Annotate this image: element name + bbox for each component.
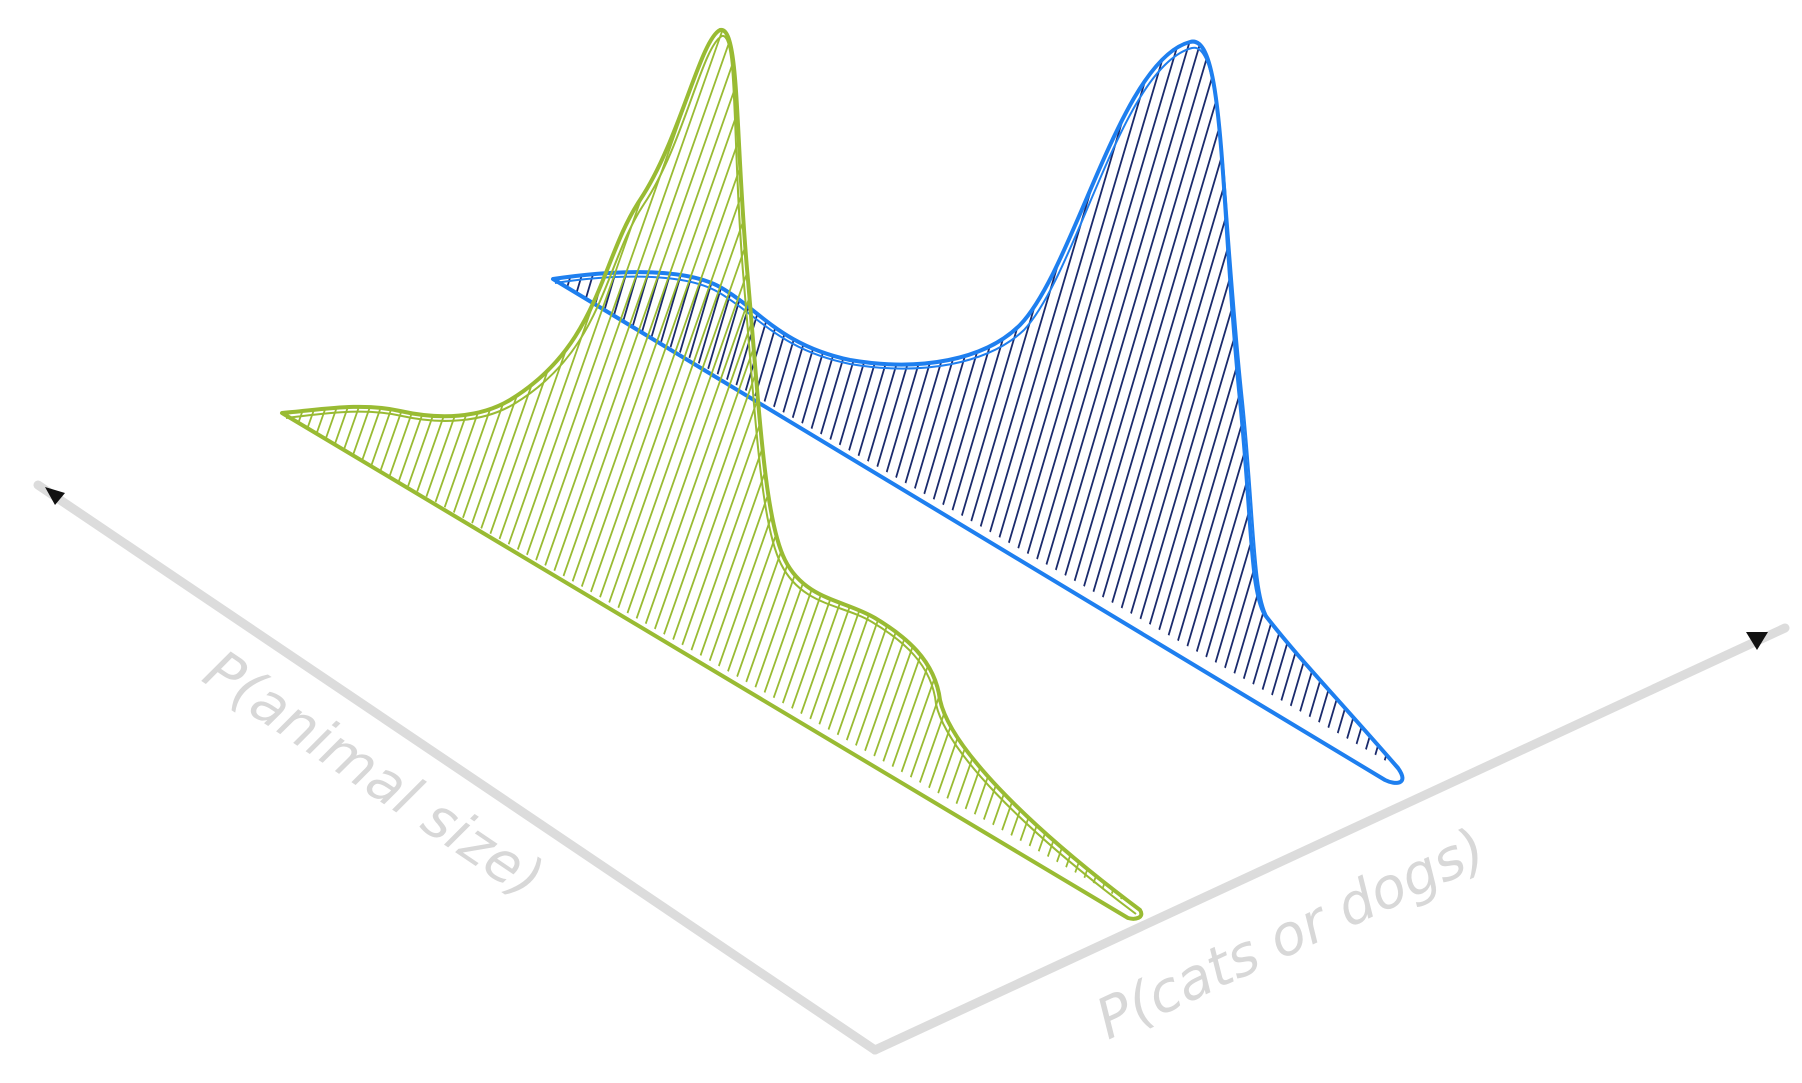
green-hatch-line <box>669 29 991 910</box>
blue-hatch-line <box>855 41 1087 768</box>
green-hatch-line <box>581 29 903 910</box>
blue-hatch-line <box>1350 41 1398 768</box>
blue-hatch-line <box>778 41 1010 768</box>
blue-hatch-line <box>712 41 944 768</box>
blue-hatch-line <box>1273 41 1398 768</box>
blue-hatch-line <box>833 41 1065 768</box>
blue-hatch-line <box>745 41 977 768</box>
blue-hatch-line <box>976 41 1208 768</box>
blue-hatch-line <box>1020 41 1252 768</box>
green-hatch-line <box>416 29 738 910</box>
blue-hatch-line <box>1372 41 1398 768</box>
axis-animal-size <box>33 480 880 1055</box>
green-hatch-line <box>548 29 870 910</box>
green-hatch-line <box>636 29 958 910</box>
green-hatch-line <box>526 29 848 910</box>
blue-hatch-line <box>1428 20 1658 800</box>
green-hatch-line <box>625 29 947 910</box>
blue-hatch-line <box>1174 41 1398 768</box>
blue-hatch-line <box>866 41 1098 768</box>
blue-hatch-line <box>921 41 1153 768</box>
blue-hatch-line <box>1394 41 1398 768</box>
blue-hatch-line <box>811 41 1043 768</box>
blue-hatch-line <box>1306 41 1398 768</box>
blue-hatch-line <box>1075 41 1307 768</box>
green-hatch-line <box>680 29 1002 910</box>
green-hatch-line <box>1143 20 1463 930</box>
blue-hatch-line <box>954 41 1186 768</box>
blue-hatch-line <box>888 41 1120 768</box>
blue-hatch-line <box>1064 41 1296 768</box>
green-hatch-line <box>537 29 859 910</box>
green-hatch-line <box>1187 20 1507 930</box>
blue-hatch-line <box>877 41 1109 768</box>
blue-hatch-line <box>1163 41 1395 768</box>
blue-hatch-line <box>987 41 1219 768</box>
arrowhead-right-icon <box>1746 632 1768 650</box>
arrowhead-left-icon <box>45 487 65 505</box>
green-hatch-line <box>515 29 837 910</box>
green-hatch-line <box>482 29 804 910</box>
blue-hatch-line <box>767 41 999 768</box>
green-hatch-line <box>1131 29 1140 910</box>
blue-hatch-line <box>1339 41 1398 768</box>
green-hatch-line <box>471 29 793 910</box>
green-hatch-line <box>570 29 892 910</box>
green-hatch-line <box>1120 29 1140 910</box>
green-hatch-line <box>658 29 980 910</box>
green-hatch-line <box>1109 29 1140 910</box>
axis-cats-or-dogs <box>870 623 1790 1055</box>
blue-hatch-line <box>1009 41 1241 768</box>
blue-hatch-line <box>1417 20 1647 800</box>
green-distribution <box>280 20 1507 930</box>
blue-hatch-line <box>1383 41 1398 768</box>
blue-hatch-line <box>646 41 878 768</box>
blue-hatch-line <box>756 41 988 768</box>
blue-hatch-line <box>1218 41 1398 768</box>
axis-label-cats-or-dogs: P(cats or dogs) <box>1086 816 1495 1053</box>
blue-hatch-line <box>1119 41 1351 768</box>
blue-hatch-line <box>1086 41 1318 768</box>
blue-hatch-line <box>1328 41 1398 768</box>
blue-hatch-line <box>965 41 1197 768</box>
blue-hatch-line <box>789 41 1021 768</box>
blue-hatch-line <box>1097 41 1329 768</box>
blue-hatch-line <box>932 41 1164 768</box>
green-hatch-line <box>460 29 782 910</box>
blue-hatch-line <box>1450 20 1680 800</box>
blue-hatch-line <box>1406 20 1636 800</box>
blue-hatch-line <box>844 41 1076 768</box>
blue-hatch-line <box>1262 41 1398 768</box>
blue-hatch-line <box>1053 41 1285 768</box>
blue-hatch-line <box>1317 41 1398 768</box>
blue-hatch-line <box>1439 20 1669 800</box>
blue-hatch-line <box>1152 41 1384 768</box>
blue-hatch-line <box>943 41 1175 768</box>
blue-hatch-line <box>1196 41 1398 768</box>
green-hatch-line <box>559 29 881 910</box>
blue-hatch-line <box>1361 41 1398 768</box>
blue-hatch-line <box>668 41 900 768</box>
blue-hatch-line <box>800 41 1032 768</box>
blue-hatch-line <box>1240 41 1398 768</box>
blue-hatch-line <box>910 41 1142 768</box>
blue-distribution <box>551 20 1680 800</box>
blue-hatch-line <box>1284 41 1398 768</box>
blue-hatch-line <box>1251 41 1398 768</box>
blue-hatch-line <box>1042 41 1274 768</box>
blue-hatch-line <box>1130 41 1362 768</box>
green-hatch-line <box>1176 20 1496 930</box>
green-hatch-line <box>592 29 914 910</box>
blue-hatch-line <box>1295 41 1398 768</box>
axis-label-animal-size: P(animal size) <box>192 638 555 912</box>
blue-hatch-line <box>1229 41 1398 768</box>
green-hatch-line <box>1098 29 1140 910</box>
green-hatch-line <box>702 29 1024 910</box>
green-hatch-line <box>427 29 749 910</box>
blue-hatch-line <box>690 41 922 768</box>
blue-hatch-line <box>679 41 911 768</box>
blue-hatch-line <box>1141 41 1373 768</box>
